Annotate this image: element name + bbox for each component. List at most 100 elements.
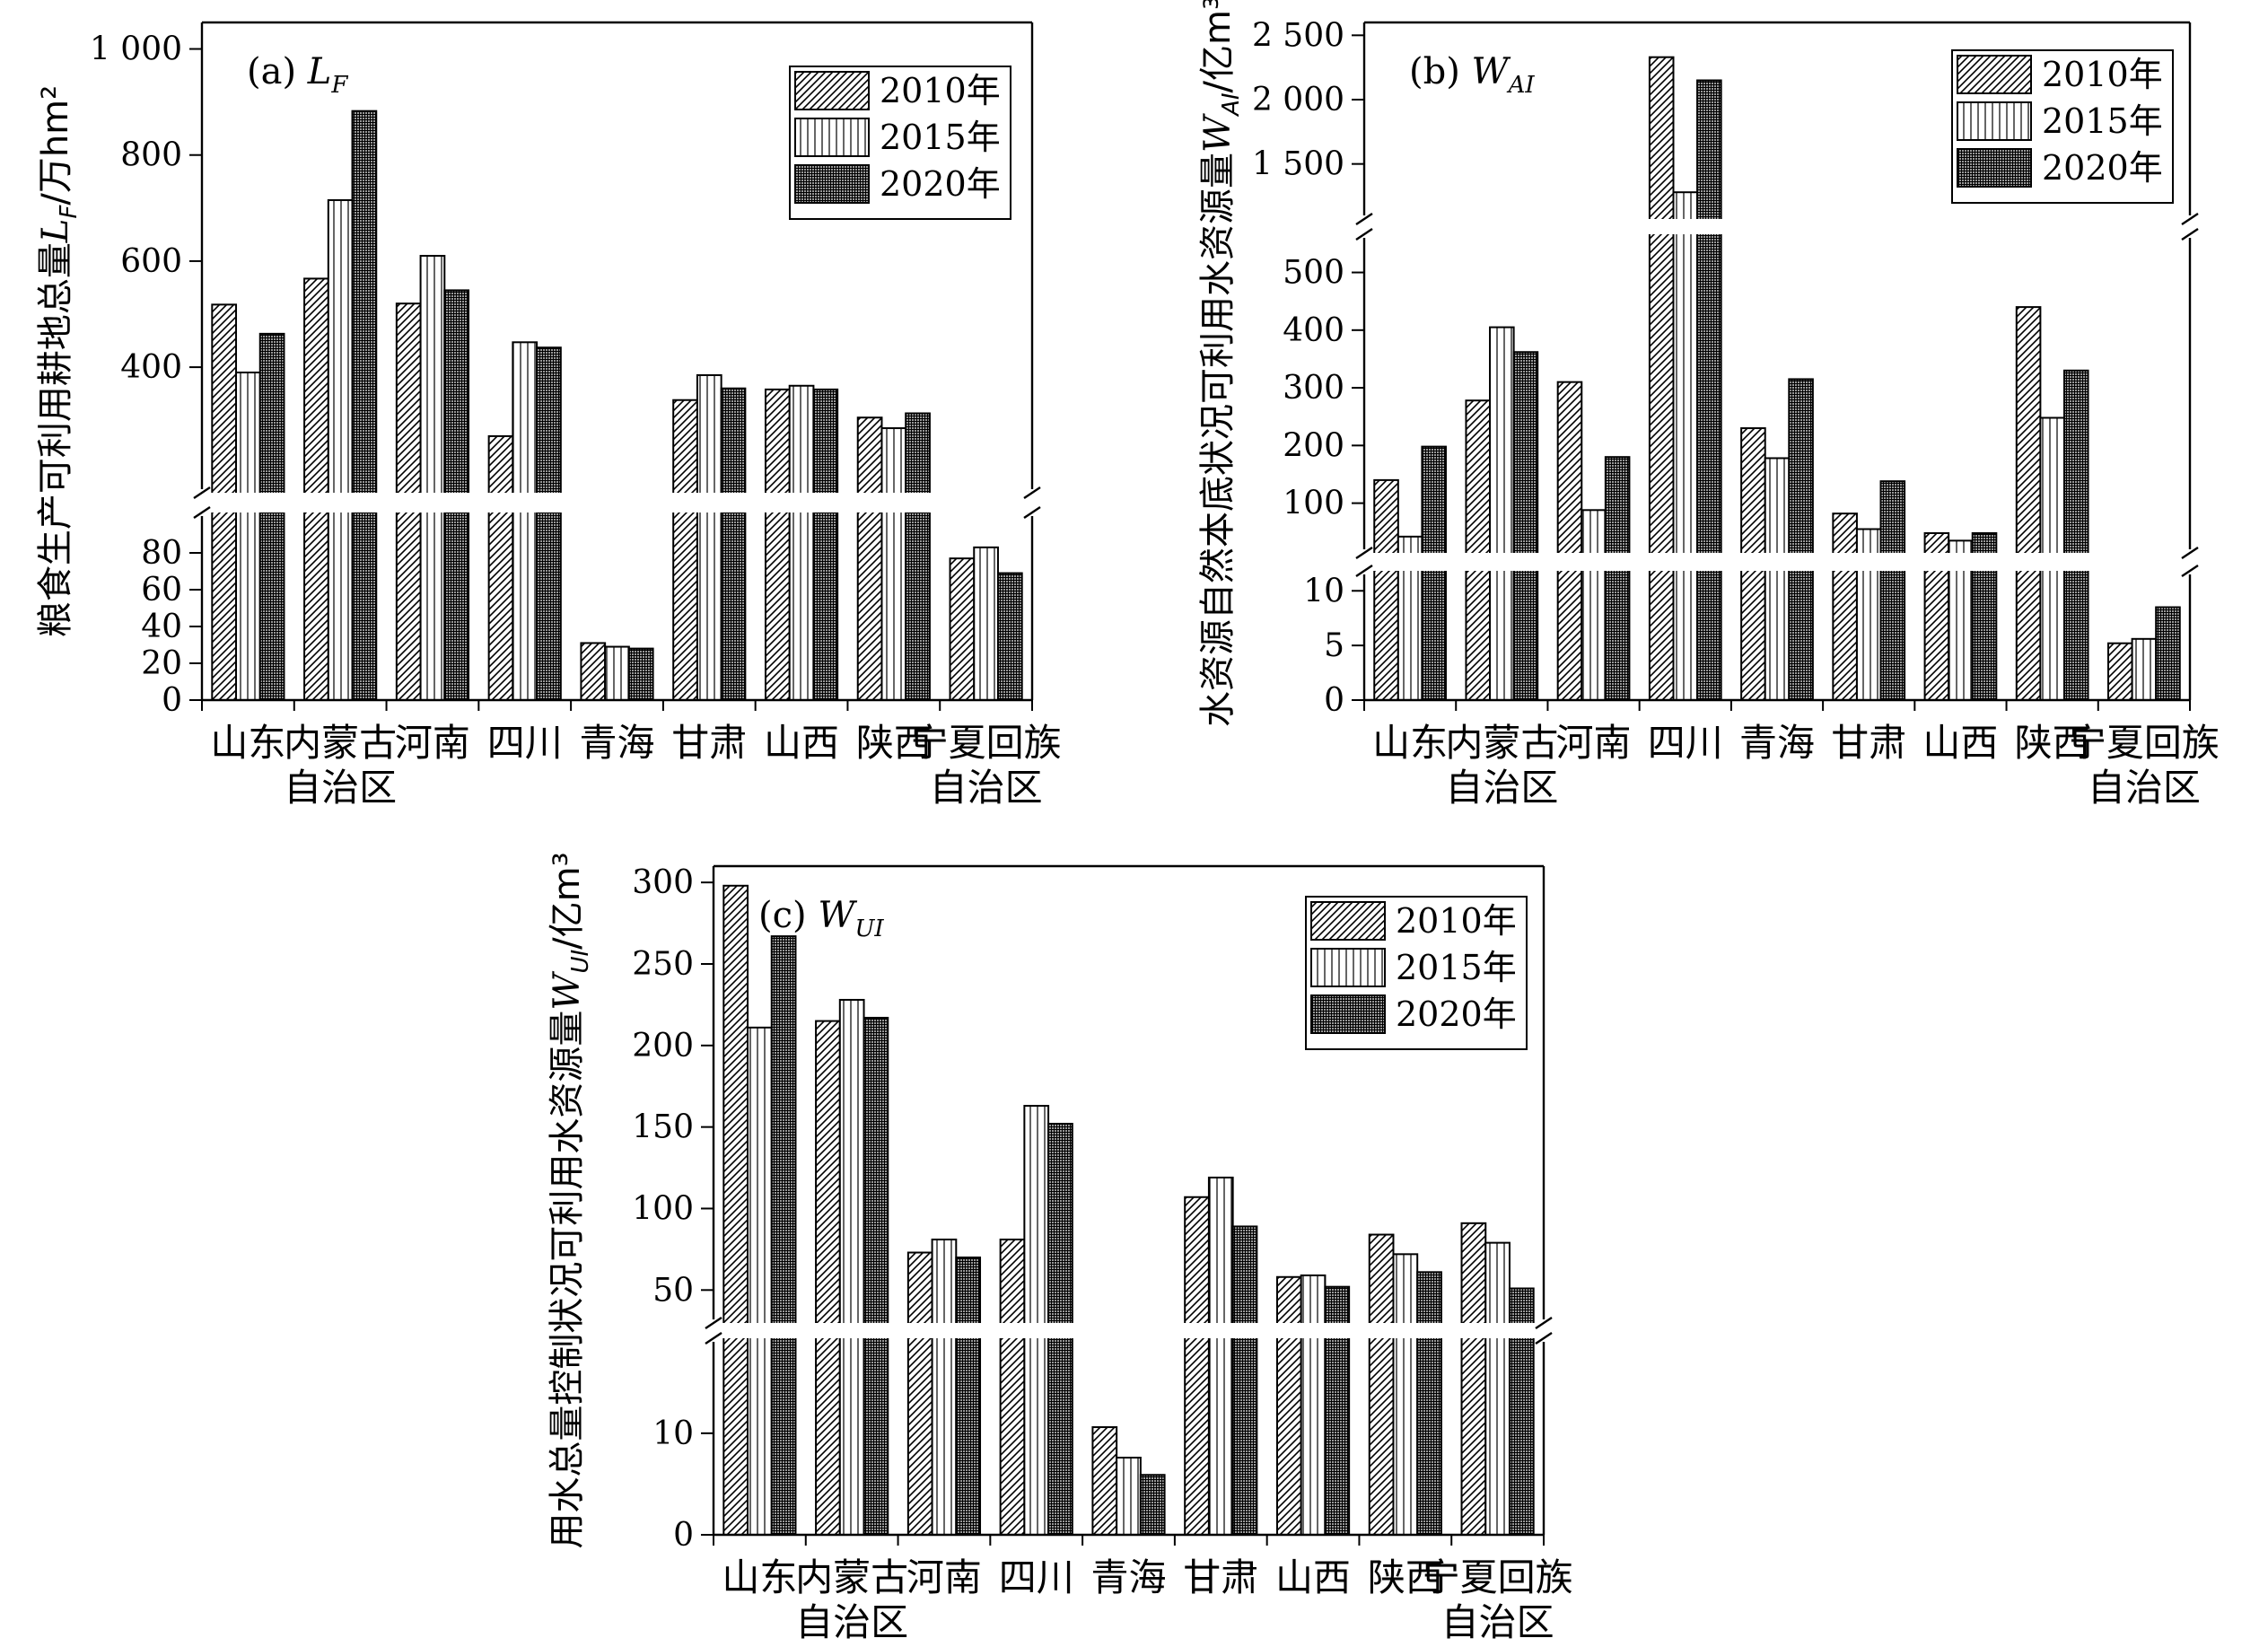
- y-tick-label: 250: [632, 946, 694, 983]
- bar: [1512, 351, 1539, 701]
- y-tick-label: 80: [141, 535, 182, 572]
- y-tick-label: 60: [141, 572, 182, 609]
- y-axis-title: 用水总量控制状况可利用水资源量WUI/亿m³: [547, 852, 594, 1548]
- axis-break-mark: [705, 1317, 722, 1329]
- y-tick-label: 300: [1283, 370, 1344, 407]
- bar: [1460, 1222, 1487, 1536]
- bar: [1275, 1275, 1302, 1536]
- bar: [351, 110, 378, 701]
- bar: [1368, 1233, 1395, 1536]
- x-tick-label: 内蒙古: [795, 1555, 908, 1599]
- legend-swatch: [794, 164, 870, 204]
- x-tick-label: 河南: [395, 721, 470, 765]
- axis-break-gap: [200, 493, 1034, 512]
- x-tick-label: 山东: [722, 1555, 797, 1599]
- legend-swatch: [1957, 148, 2032, 188]
- bar: [720, 387, 747, 701]
- bar: [1696, 79, 1722, 701]
- bar: [1091, 1426, 1118, 1536]
- y-tick-label: 200: [632, 1028, 694, 1064]
- axis-break-mark: [1535, 1317, 1553, 1329]
- bar: [1832, 512, 1858, 701]
- bar: [2107, 642, 2133, 702]
- axis-break-mark: [1535, 1332, 1553, 1345]
- axis-break-mark: [193, 486, 211, 499]
- y-tick-label: 800: [120, 137, 182, 174]
- bar: [722, 884, 749, 1536]
- bar: [536, 346, 562, 701]
- x-tick-label: 内蒙古: [284, 721, 397, 765]
- axis-break-mark: [2181, 565, 2199, 577]
- bar: [1648, 56, 1675, 701]
- y-tick-label: 5: [1324, 627, 1344, 664]
- bar: [1581, 509, 1607, 701]
- bar: [1604, 456, 1631, 701]
- x-tick-label: 陕西: [2015, 721, 2090, 765]
- y-axis-title: 水资源自然本底状况可利用水资源量WAI/亿m³: [1197, 0, 1245, 727]
- bar: [512, 341, 539, 701]
- x-tick-label: 宁夏回族: [911, 721, 1062, 765]
- x-tick-label: 四川: [1648, 721, 1723, 765]
- x-tick-label: 陕西: [1368, 1555, 1443, 1599]
- bar: [812, 388, 839, 701]
- x-tick-label: 河南: [906, 1555, 982, 1599]
- bar: [838, 998, 865, 1536]
- x-tick-label-line2: 自治区: [930, 766, 1043, 810]
- axis-break-mark: [2181, 547, 2199, 559]
- y-tick-label: 2 000: [1252, 82, 1344, 118]
- bar: [696, 373, 722, 701]
- y-tick-label: 500: [1283, 255, 1344, 292]
- panel-label: (c) WUI: [758, 895, 884, 942]
- bar: [1484, 1241, 1511, 1536]
- bar: [1392, 1253, 1419, 1536]
- axis-break-mark: [1355, 547, 1373, 559]
- y-tick-label: 300: [632, 864, 694, 901]
- axis-break-mark: [2181, 213, 2199, 225]
- bar: [258, 332, 285, 701]
- bar: [672, 399, 698, 701]
- bar: [999, 1238, 1026, 1537]
- bar: [1672, 191, 1699, 701]
- x-tick-label: 青海: [1739, 721, 1815, 765]
- bar: [419, 255, 446, 701]
- y-tick-label: 10: [1303, 573, 1344, 609]
- axis-break-gap: [1362, 553, 2192, 571]
- legend-swatch: [1310, 948, 1386, 987]
- bar: [770, 935, 797, 1536]
- x-tick-label: 内蒙古: [1445, 721, 1558, 765]
- axis-break-mark: [2181, 228, 2199, 241]
- x-tick-label: 四川: [999, 1555, 1074, 1599]
- bar: [580, 642, 607, 702]
- y-tick-label: 600: [120, 243, 182, 280]
- bar: [856, 416, 883, 701]
- x-tick-label: 四川: [487, 721, 563, 765]
- y-tick-label: 0: [1324, 682, 1344, 719]
- bar: [764, 388, 791, 701]
- y-tick-label: 2 500: [1252, 17, 1344, 54]
- bar: [931, 1238, 958, 1537]
- bar: [627, 647, 654, 701]
- y-tick-label: 20: [141, 645, 182, 682]
- legend-swatch: [1957, 101, 2032, 141]
- bar: [996, 572, 1023, 701]
- y-tick-label: 100: [632, 1190, 694, 1227]
- bar: [788, 384, 815, 701]
- bar: [1207, 1176, 1234, 1537]
- bar: [973, 546, 999, 701]
- x-tick-label: 河南: [1556, 721, 1632, 765]
- bar: [327, 198, 354, 702]
- axis-break-gap: [1362, 219, 2192, 234]
- panel-label: (b) WAI: [1409, 51, 1535, 99]
- legend-label: 2020年: [2042, 148, 2163, 188]
- bar: [1023, 1105, 1050, 1536]
- y-tick-label: 40: [141, 609, 182, 645]
- legend-label: 2015年: [1396, 948, 1517, 987]
- bar: [949, 557, 976, 702]
- x-tick-label-line2: 自治区: [1445, 766, 1558, 810]
- legend-swatch: [794, 118, 870, 157]
- y-tick-label: 1 500: [1252, 146, 1344, 183]
- axis-break-mark: [1023, 486, 1041, 499]
- y-tick-label: 1 000: [90, 31, 182, 68]
- bar: [1231, 1225, 1258, 1536]
